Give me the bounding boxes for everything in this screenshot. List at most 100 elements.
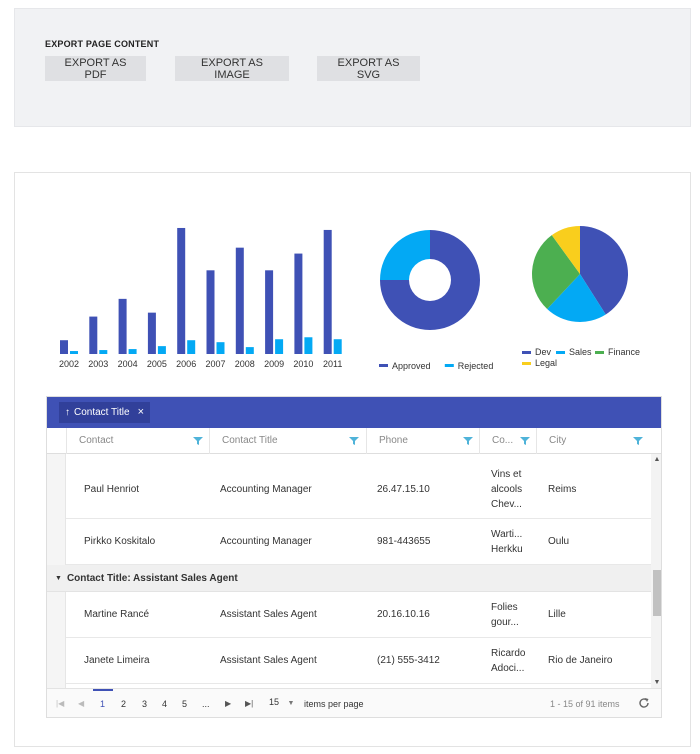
legend-label-dev: Dev — [535, 347, 552, 357]
export-svg-button[interactable]: EXPORT AS SVG — [317, 56, 420, 81]
filter-icon[interactable] — [349, 436, 359, 446]
page-size-select[interactable]: 15 ▼ — [269, 697, 294, 707]
column-header-contact[interactable]: Contact — [66, 428, 209, 454]
cell-city: Reims — [548, 483, 577, 495]
sort-asc-icon: ↑ — [65, 407, 70, 418]
bar-2004-1 — [118, 298, 127, 354]
x-tick-label: 2008 — [235, 359, 255, 369]
bar-2002-1 — [60, 340, 68, 354]
export-panel: EXPORT PAGE CONTENT EXPORT AS PDF EXPORT… — [14, 8, 691, 127]
x-tick-label: 2009 — [264, 359, 284, 369]
filter-icon[interactable] — [520, 436, 530, 446]
cell-contact-title: Assistant Sales Agent — [220, 655, 317, 666]
last-page-icon[interactable]: ▶| — [245, 699, 254, 708]
filter-icon[interactable] — [633, 436, 643, 446]
legend-label-approved: Approved — [392, 361, 431, 371]
filter-icon[interactable] — [463, 436, 473, 446]
column-header-contact-title[interactable]: Contact Title — [209, 428, 366, 454]
column-header-phone[interactable]: Phone — [366, 428, 479, 454]
table-row[interactable]: Martine Rancé Assistant Sales Agent 20.1… — [66, 592, 651, 638]
export-image-button[interactable]: EXPORT AS IMAGE — [175, 56, 289, 81]
page-size-value: 15 — [269, 697, 280, 707]
close-icon[interactable]: × — [137, 406, 145, 418]
cell-contact: Martine Rancé — [84, 609, 150, 620]
vertical-scrollbar[interactable]: ▲ ▼ — [651, 454, 661, 688]
pager: |◀ ◀ 1 2 3 4 5 ... ▶ ▶| 15 ▼ items per p… — [47, 688, 661, 717]
cell-company: Folies gour... — [491, 592, 519, 637]
scrollbar-thumb[interactable] — [653, 570, 661, 616]
charts-area: 2002 2003 2004 2005 2006 2007 2008 2009 2010 2011… — [59, 226, 640, 371]
chevron-down-icon: ▼ — [287, 700, 295, 707]
bar-2009-2 — [275, 339, 284, 354]
scroll-up-icon[interactable]: ▲ — [653, 456, 661, 463]
pager-info: 1 - 15 of 91 items — [550, 699, 620, 709]
x-tick-label: 2006 — [176, 359, 196, 369]
cell-contact-title: Accounting Manager — [220, 536, 312, 547]
items-per-page-label: items per page — [304, 699, 364, 709]
group-chip-label: Contact Title — [74, 407, 130, 418]
page-3-button[interactable]: 3 — [142, 699, 148, 709]
column-header-company[interactable]: Co... — [479, 428, 536, 454]
x-tick-label: 2007 — [205, 359, 225, 369]
x-tick-label: 2005 — [147, 359, 167, 369]
refresh-icon[interactable] — [638, 697, 650, 709]
export-pdf-button[interactable]: EXPORT AS PDF — [45, 56, 146, 81]
group-row-assistant-sales-agent[interactable]: ▼ Contact Title: Assistant Sales Agent — [47, 565, 651, 592]
pie-slice-legal — [551, 226, 580, 274]
bar-2011-2 — [333, 339, 342, 354]
pie-slice-dev — [580, 226, 629, 315]
legend-label-legal: Legal — [535, 358, 557, 368]
next-page-icon[interactable]: ▶ — [225, 699, 232, 708]
cell-phone: 981-443655 — [377, 536, 431, 547]
grid-content[interactable]: Paul Henriot Accounting Manager 26.47.15… — [47, 454, 661, 688]
table-row[interactable]: Pirkko Koskitalo Accounting Manager 981-… — [66, 519, 651, 565]
first-page-icon[interactable]: |◀ — [56, 699, 65, 708]
page-5-button[interactable]: 5 — [182, 699, 188, 709]
x-tick-label: 2003 — [88, 359, 108, 369]
legend-swatch-dev — [522, 351, 531, 354]
cell-phone: (21) 555-3412 — [377, 655, 440, 666]
bar-2006-2 — [187, 340, 196, 354]
table-row[interactable]: Janete Limeira Assistant Sales Agent (21… — [66, 638, 651, 684]
column-header-city[interactable]: City — [536, 428, 651, 454]
column-header-label: City — [549, 435, 567, 446]
cell-contact: Janete Limeira — [84, 655, 150, 666]
bar-2008-2 — [245, 347, 254, 354]
more-pages-button[interactable]: ... — [202, 699, 210, 709]
cell-phone: 20.16.10.16 — [377, 609, 430, 620]
page-4-button[interactable]: 4 — [162, 699, 168, 709]
cell-contact-title: Accounting Manager — [220, 483, 312, 495]
caret-down-icon[interactable]: ▼ — [55, 574, 62, 582]
filter-icon[interactable] — [193, 436, 203, 446]
page-1-button[interactable]: 1 — [100, 699, 106, 709]
prev-page-icon[interactable]: ◀ — [78, 699, 85, 708]
cell-contact: Paul Henriot — [84, 483, 140, 495]
page-2-button[interactable]: 2 — [121, 699, 127, 709]
cell-phone: 26.47.15.10 — [377, 483, 430, 495]
scroll-down-icon[interactable]: ▼ — [653, 679, 661, 686]
bar-2005-2 — [157, 346, 166, 354]
cell-contact-title: Assistant Sales Agent — [220, 609, 317, 620]
bar-2003-1 — [89, 316, 98, 354]
x-tick-label: 2010 — [293, 359, 313, 369]
column-header-row: Contact Contact Title Phone Co... City — [47, 428, 661, 454]
bar-2004-2 — [128, 349, 137, 354]
bar-2003-2 — [99, 350, 108, 354]
legend-swatch-approved — [379, 364, 388, 367]
cell-company-line: Ricardo — [491, 647, 526, 659]
donut-slice-rejected — [380, 230, 430, 280]
bar-2010-2 — [304, 337, 313, 354]
cell-city: Lille — [548, 609, 566, 620]
pie-slice-finance — [532, 235, 580, 309]
bar-2005-1 — [147, 312, 156, 354]
legend-swatch-rejected — [444, 364, 454, 367]
cell-company-line: Adoci... — [491, 662, 525, 674]
cell-city: Oulu — [548, 536, 570, 547]
cell-company: Warti... Herkku — [491, 519, 523, 564]
group-chip-contact-title[interactable]: ↑ Contact Title × — [59, 402, 151, 423]
bar-2009-1 — [265, 270, 274, 354]
column-header-label: Phone — [379, 435, 408, 446]
content-card: 2002 2003 2004 2005 2006 2007 2008 2009 2010 2011… — [14, 172, 691, 747]
table-row[interactable]: Paul Henriot Accounting Manager 26.47.15… — [66, 460, 651, 519]
x-tick-label: 2011 — [323, 359, 342, 369]
